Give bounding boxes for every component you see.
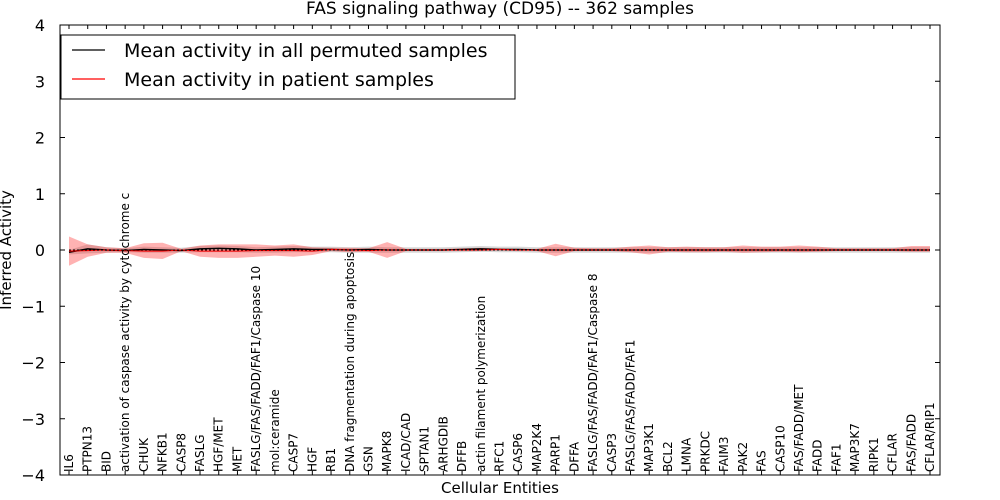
axis-ticks: 4 3 2 1 0 −1 −2 −3 −4 — [21, 16, 940, 485]
category-label: CFLAR/RIP1 — [923, 402, 937, 472]
category-label: CASP8 — [174, 433, 188, 472]
category-label: CASP3 — [605, 433, 619, 472]
category-label: DFFB — [455, 441, 469, 472]
category-label: RB1 — [324, 448, 338, 472]
y-tick-label: 0 — [35, 241, 45, 260]
category-label: BCL2 — [661, 441, 675, 472]
category-label: RIPK1 — [867, 437, 881, 472]
category-label: FAIM3 — [717, 436, 731, 472]
category-label: MET — [230, 446, 244, 472]
category-label: PTPN13 — [81, 426, 95, 472]
category-label: SPTAN1 — [418, 426, 432, 472]
category-label: CHUK — [137, 437, 151, 472]
legend: Mean activity in all permuted samples Me… — [60, 34, 516, 100]
y-tick-label: −3 — [21, 410, 45, 429]
category-label: LMNA — [680, 437, 694, 472]
category-label: DNA fragmentation during apoptosis — [343, 252, 357, 472]
category-label: ARHGDIB — [436, 416, 450, 472]
category-label: GSN — [361, 446, 375, 472]
plot-frame — [59, 24, 941, 476]
category-label: IL6 — [62, 454, 76, 472]
category-label: actin filament polymerization — [474, 296, 488, 472]
category-label: activation of caspase activity by cytoch… — [118, 193, 132, 472]
category-label: MAP3K1 — [642, 423, 656, 472]
category-label: ICAD/CAD — [399, 413, 413, 472]
category-label: FAS/FADD — [904, 414, 918, 472]
category-label: CASP10 — [773, 425, 787, 472]
category-label: MAP2K4 — [530, 423, 544, 472]
category-label: DFFA — [567, 441, 581, 472]
y-tick-label: −2 — [21, 354, 45, 373]
category-label: FASLG/FAS/FADD/FAF1 — [624, 340, 638, 472]
category-label: FASLG/FAS/FADD/FAF1/Caspase 10 — [249, 266, 263, 472]
category-label: MAP3K7 — [848, 423, 862, 472]
category-label: FAS/FADD/MET — [792, 384, 806, 472]
legend-label-patient: Mean activity in patient samples — [124, 69, 434, 91]
x-axis-label: Cellular Entities — [441, 479, 559, 497]
legend-box — [60, 34, 516, 100]
y-tick-label: 2 — [35, 129, 45, 148]
y-tick-label: 1 — [35, 185, 45, 204]
category-label: FASLG/FAS/FADD/FAF1/Caspase 8 — [586, 274, 600, 473]
category-label: CASP7 — [287, 433, 301, 472]
category-label: BID — [99, 451, 113, 472]
y-axis-label: Inferred Activity — [0, 190, 15, 310]
y-tick-label: −1 — [21, 297, 45, 316]
category-label: PAK2 — [736, 442, 750, 472]
y-tick-label: 4 — [35, 16, 45, 35]
category-label: CFLAR — [886, 433, 900, 472]
category-label: HGF/MET — [212, 417, 226, 472]
category-labels: IL6 PTPN13 BID activation of caspase activi… — [62, 193, 937, 472]
category-label: MAPK8 — [380, 431, 394, 472]
y-tick-label: −4 — [21, 466, 45, 485]
category-label: FADD — [811, 440, 825, 473]
category-label: FASLG — [193, 434, 207, 472]
category-label: HGF — [305, 447, 319, 472]
category-label: FAF1 — [829, 443, 843, 472]
chart-title: FAS signaling pathway (CD95) -- 362 samp… — [306, 0, 694, 19]
y-tick-label: 3 — [35, 72, 45, 91]
category-label: CASP6 — [511, 433, 525, 472]
category-label: PRKDC — [698, 431, 712, 472]
category-label: NFKB1 — [156, 432, 170, 472]
legend-label-permuted: Mean activity in all permuted samples — [124, 40, 487, 62]
category-label: PARP1 — [549, 434, 563, 472]
category-label: FAS — [755, 450, 769, 472]
category-label: mol:ceramide — [268, 389, 282, 472]
series-lines — [68, 247, 930, 253]
category-label: RFC1 — [493, 441, 507, 472]
